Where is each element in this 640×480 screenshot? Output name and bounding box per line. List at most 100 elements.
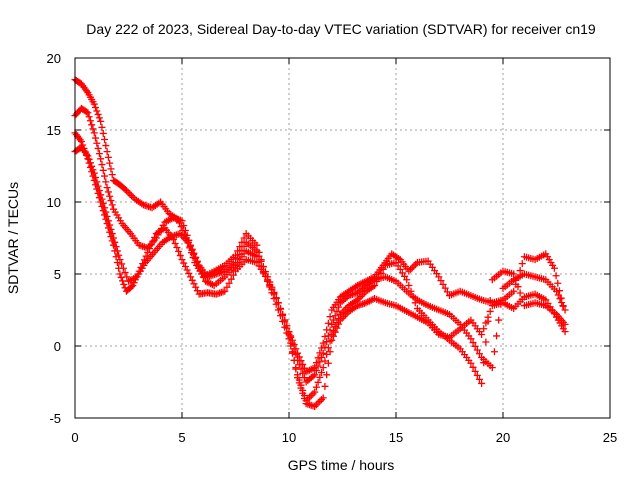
data-point [561,306,569,314]
data-point [240,234,248,242]
data-point [324,359,332,367]
data-point [510,287,518,295]
data-point [295,379,303,387]
data-point [312,383,320,391]
y-tick-label: 10 [47,195,61,210]
data-point [314,362,322,370]
data-point [475,375,483,383]
data-point [318,368,326,376]
data-point [99,166,107,174]
data-point [276,305,284,313]
data-point [467,335,475,343]
data-point [482,319,490,327]
data-point [83,108,91,116]
data-point [84,155,92,163]
data-point [316,373,324,381]
data-point [437,277,445,285]
data-point [333,324,341,332]
data-point [92,181,100,189]
data-point [200,273,208,281]
data-point [290,356,298,364]
data-point [552,272,560,280]
data-point [297,384,305,392]
data-point [106,192,114,200]
x-axis-label: GPS time / hours [288,457,395,473]
data-point [173,244,181,252]
data-point [180,222,188,230]
data-point [135,267,143,275]
data-point [142,252,150,260]
data-point [328,336,336,344]
data-point [103,148,111,156]
data-point [169,235,177,243]
data-point [324,344,332,352]
data-point [309,390,317,398]
data-point [175,248,183,256]
data-point [326,313,334,321]
data-point [561,320,569,328]
data-point [185,269,193,277]
data-point [330,332,338,340]
data-point [106,159,114,167]
data-point [118,260,126,268]
data-point [126,190,134,198]
y-tick-label: 5 [54,267,61,282]
data-point [97,117,105,125]
data-point [319,394,327,402]
data-point [180,259,188,267]
data-point [181,263,189,271]
data-point [117,273,125,281]
data-point [493,332,501,340]
data-point [106,228,114,236]
data-point [281,318,289,326]
series-track-4 [71,129,569,410]
data-point [119,277,127,285]
data-point [510,270,518,278]
data-point [89,172,97,180]
data-point [408,264,416,272]
data-point [145,245,153,253]
data-point [107,197,115,205]
data-point [221,287,229,295]
data-point [98,161,106,169]
data-point [488,364,496,372]
data-point [90,176,98,184]
data-point [469,339,477,347]
data-point [270,290,278,298]
data-point [311,402,319,410]
data-point [116,270,124,278]
data-point [299,369,307,377]
y-tick-label: 0 [54,339,61,354]
data-point [103,184,111,192]
data-point [139,260,147,268]
data-point [480,359,488,367]
data-point [108,201,116,209]
data-point [323,371,331,379]
data-point [264,276,272,284]
data-point [178,256,186,264]
data-point [495,316,503,324]
data-point [469,363,477,371]
data-point [223,283,231,291]
data-point [285,330,293,338]
data-point [90,100,98,108]
data-point [312,359,320,367]
data-point [196,266,204,274]
data-point [554,291,562,299]
data-point [77,138,85,146]
data-point [98,123,106,131]
data-point [318,354,326,362]
data-point [137,263,145,271]
data-point [371,282,379,290]
data-point [198,270,206,278]
data-point [229,271,237,279]
data-point [86,117,94,125]
data-point [403,276,411,284]
data-point [188,246,196,254]
data-point [279,311,287,319]
data-point [486,307,494,315]
tick-layer: 0 5 10 15 20 25 -5 0 5 10 15 20 [47,51,618,445]
data-point [86,163,94,171]
x-tick-label: 0 [71,430,78,445]
